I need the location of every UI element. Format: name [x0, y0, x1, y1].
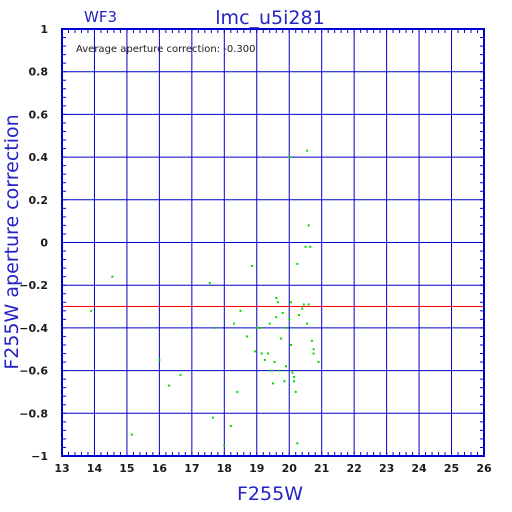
y-tick-label: 0 [40, 237, 48, 250]
data-point [272, 382, 274, 385]
x-tick-label: 20 [282, 462, 298, 475]
data-point [296, 442, 299, 445]
data-point [111, 275, 114, 278]
data-point [286, 326, 289, 329]
data-point [223, 444, 226, 447]
data-point [236, 390, 239, 393]
x-tick-label: 23 [379, 462, 394, 475]
data-point [288, 318, 291, 321]
data-point [304, 245, 307, 248]
x-tick-label: 25 [444, 462, 459, 475]
data-point [281, 311, 284, 314]
data-point [297, 314, 300, 317]
data-point [276, 301, 279, 304]
data-point [296, 262, 299, 265]
data-point [312, 348, 315, 351]
chart-title: lmc_u5i281 [215, 7, 324, 29]
data-point [130, 433, 133, 436]
data-point [301, 307, 304, 310]
data-point [208, 282, 211, 285]
data-point [211, 416, 214, 419]
data-point [270, 369, 273, 372]
data-point [289, 343, 292, 346]
y-tick-label: −0.2 [19, 279, 48, 292]
x-tick-label: 24 [411, 462, 427, 475]
data-point [291, 371, 294, 374]
data-point [254, 350, 257, 353]
x-tick-label: 13 [54, 462, 69, 475]
data-point [250, 264, 253, 267]
data-point [229, 425, 232, 428]
data-point [263, 358, 266, 361]
data-point [317, 361, 320, 364]
data-point [268, 322, 271, 325]
x-tick-label: 19 [249, 462, 264, 475]
x-tick-label: 17 [184, 462, 199, 475]
data-point [179, 373, 182, 376]
data-point [302, 303, 305, 306]
data-point [312, 352, 315, 355]
y-tick-label: −0.4 [19, 322, 48, 335]
average-annotation: Average aperture correction: -0.300 [76, 44, 256, 55]
data-point [255, 326, 258, 329]
data-point [267, 352, 270, 355]
chip-label: WF3 [84, 8, 117, 26]
data-point [307, 224, 310, 227]
x-tick-label: 14 [87, 462, 103, 475]
data-point [293, 376, 296, 379]
data-point [289, 301, 292, 304]
x-tick-label: 15 [119, 462, 134, 475]
x-tick-label: 21 [314, 462, 329, 475]
data-point [213, 326, 216, 329]
data-point [168, 384, 171, 387]
data-point [278, 369, 281, 372]
y-tick-label: −0.8 [19, 407, 48, 420]
x-tick-label: 26 [476, 462, 492, 475]
x-tick-label: 18 [217, 462, 232, 475]
y-tick-label: 1 [40, 23, 48, 36]
x-axis-label: F255W [237, 483, 303, 505]
y-axis-label: F255W aperture correction [1, 114, 23, 369]
y-tick-label: 0.8 [29, 66, 49, 79]
x-tick-label: 16 [152, 462, 168, 475]
data-point [233, 322, 236, 325]
data-points [90, 149, 320, 447]
y-tick-labels: 1 0.8 0.6 0.4 0.2 0 −0.2 −0.4 −0.6 −0.8 −1 [19, 23, 48, 463]
plot-frame [61, 28, 485, 457]
data-point [293, 380, 296, 383]
data-point [90, 309, 93, 312]
y-tick-label: 0.2 [29, 194, 49, 207]
x-tick-labels: 13 14 15 16 17 18 19 20 21 22 23 24 25 26 [54, 462, 492, 475]
y-tick-label: −0.6 [19, 365, 48, 378]
data-point [309, 245, 312, 248]
data-point [259, 326, 262, 329]
data-point [273, 361, 276, 364]
data-point [310, 339, 313, 342]
data-point [239, 309, 242, 312]
data-point [260, 352, 263, 355]
data-point [294, 390, 297, 393]
data-point [280, 337, 283, 340]
data-point [284, 365, 287, 368]
data-point [275, 316, 278, 319]
data-point [307, 303, 310, 306]
data-point [275, 297, 278, 300]
data-point [246, 335, 249, 338]
data-point [283, 380, 286, 383]
data-point [306, 149, 309, 152]
data-point [288, 156, 291, 159]
y-tick-label: −1 [31, 450, 48, 463]
data-point [158, 358, 161, 361]
y-tick-label: 0.6 [29, 108, 49, 121]
data-point [306, 322, 309, 325]
y-tick-label: 0.4 [29, 151, 49, 164]
x-tick-label: 22 [346, 462, 361, 475]
